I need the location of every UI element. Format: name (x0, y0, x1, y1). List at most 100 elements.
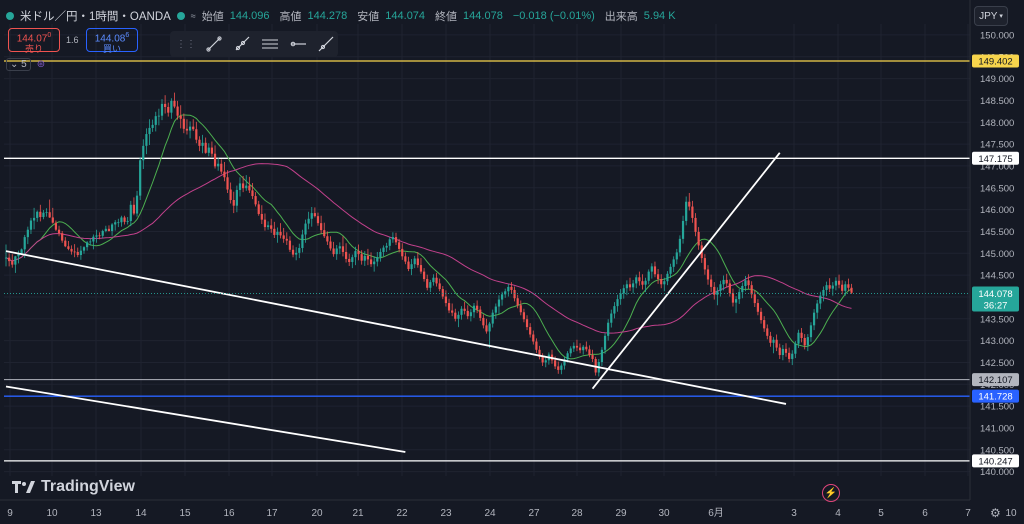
extended-line-icon[interactable] (316, 34, 336, 54)
ma-fast-line (5, 114, 852, 360)
candle-body (841, 284, 844, 291)
candle-body (157, 115, 160, 117)
time-axis: 9 10 13 14 15 16 17 20 21 22 23 24 27 28 29 30 6月 3 4 5 6 7 10 (0, 499, 1017, 519)
candle-body (23, 237, 26, 250)
candle-body (844, 284, 847, 291)
candle-body (582, 346, 585, 351)
y-tick-label: 145.000 (980, 249, 1014, 260)
candle (482, 314, 485, 329)
candle (725, 273, 728, 288)
flash-icon[interactable]: ⚡ (822, 484, 840, 502)
candle (151, 119, 154, 132)
trendline (5, 385, 406, 453)
candle (713, 282, 716, 300)
candle-body (260, 213, 263, 220)
candle (135, 190, 139, 217)
buy-price: 144.08 (94, 33, 126, 45)
candle-body (447, 303, 451, 311)
candle (457, 311, 460, 328)
candle (32, 207, 36, 230)
candle-body (666, 273, 669, 282)
candle (291, 245, 295, 258)
y-tick-label: 143.000 (980, 336, 1014, 347)
candle-body (285, 238, 288, 241)
candle (357, 244, 360, 261)
candle-body (435, 277, 438, 284)
candle-body (126, 220, 129, 222)
ray-icon[interactable] (232, 34, 252, 54)
candle-body (70, 248, 73, 252)
candle-body (188, 126, 192, 131)
candle (45, 208, 48, 217)
candle (809, 322, 813, 342)
trendline-icon[interactable] (204, 34, 224, 54)
candle (11, 254, 14, 268)
volume-value: 5.94 K (643, 10, 676, 22)
candle (373, 256, 376, 272)
candle-body (466, 310, 469, 317)
parallel-channel-icon[interactable] (260, 34, 280, 54)
candle-body (114, 222, 117, 225)
candle (491, 309, 494, 328)
candle (201, 134, 204, 154)
candle-body (669, 266, 672, 274)
candle-body (170, 100, 173, 113)
candle-body (516, 298, 519, 306)
candle-body (572, 345, 575, 349)
candle-body (213, 153, 217, 167)
candle (238, 177, 242, 197)
y-tick-label: 143.500 (980, 314, 1014, 325)
candle-body (413, 258, 416, 265)
settings-icon[interactable]: ⚙ (990, 506, 1001, 520)
symbol-title[interactable]: 米ドル／円・1時間・OANDA (20, 11, 171, 23)
candle (104, 225, 107, 233)
candle-body (812, 312, 816, 326)
candle (188, 121, 192, 139)
indicator-settings-icon[interactable]: ⊛ (36, 59, 46, 70)
candle-body (529, 327, 532, 335)
compare-icon[interactable]: ≈ (190, 11, 196, 21)
candle (563, 356, 566, 370)
y-tick-label: 148.500 (980, 96, 1014, 107)
candle-body (522, 312, 526, 320)
candle-body (8, 257, 11, 262)
indicator-toggle[interactable]: ⌄ 5 (6, 58, 31, 71)
candle-body (560, 365, 563, 370)
y-tick-label: 146.000 (980, 205, 1014, 216)
candle (669, 263, 672, 279)
candle (95, 229, 98, 243)
drag-handle-icon[interactable]: ⋮⋮ (176, 38, 196, 50)
candle (232, 191, 235, 214)
candle (260, 205, 263, 225)
candle (251, 182, 254, 200)
indicator-count: 5 (21, 59, 27, 70)
candle (638, 271, 641, 286)
currency-selector[interactable]: JPY ▾ (974, 6, 1008, 26)
sell-price: 144.07 (16, 33, 48, 45)
candle (494, 303, 497, 319)
y-tick-label: 149.000 (980, 74, 1014, 85)
candle (850, 283, 853, 294)
candle (220, 159, 223, 175)
candle (497, 295, 501, 314)
candle-body (363, 255, 366, 261)
candle-body (463, 308, 466, 311)
sell-price-pip: 0 (47, 32, 52, 39)
last-price-tag (972, 286, 1019, 312)
candle-body (834, 280, 838, 286)
candle-body (232, 199, 235, 206)
candle-body (89, 241, 92, 243)
candle-body (313, 213, 316, 217)
candle-body (822, 289, 825, 296)
candle (419, 258, 423, 274)
horizontal-ray-icon[interactable] (288, 34, 308, 54)
candle-body (756, 303, 760, 312)
candle (828, 278, 831, 293)
buy-button[interactable]: 144.086 買い (86, 28, 138, 54)
candle (98, 232, 101, 240)
candle (270, 218, 273, 233)
candle-body (401, 248, 404, 257)
candle (660, 274, 663, 289)
sell-button[interactable]: 144.070 売り (8, 28, 60, 54)
